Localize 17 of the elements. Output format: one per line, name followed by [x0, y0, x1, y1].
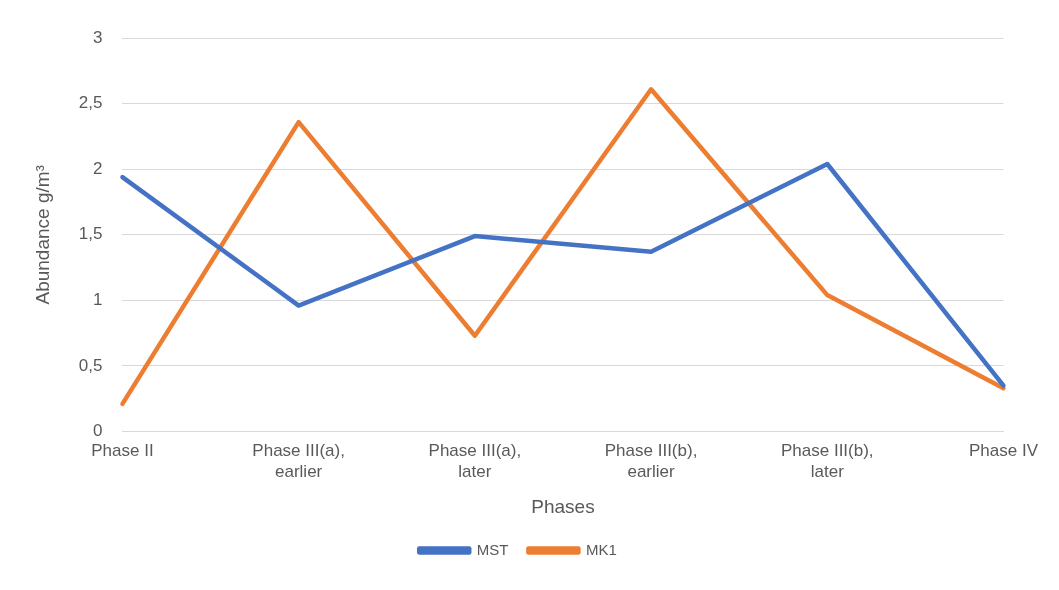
y-axis-title: Abundance g/m³	[31, 165, 53, 305]
y-tick-label: 1	[92, 290, 103, 310]
y-tick-label: 3	[92, 27, 103, 47]
y-tick-label: 2,5	[78, 93, 103, 113]
x-tick-label: Phase II	[91, 441, 154, 461]
y-tick-label: 1,5	[78, 224, 103, 244]
x-tick-label: Phase III(a), later	[428, 441, 522, 481]
x-tick-label: Phase III(b), earlier	[604, 441, 698, 481]
y-tick-label: 0,5	[78, 355, 103, 375]
x-axis-title: Phases	[531, 495, 595, 517]
legend-label: MST	[476, 540, 509, 558]
x-tick-label: Phase IV	[969, 441, 1039, 461]
x-tick-label: Phase III(b), later	[780, 441, 874, 481]
legend-label: MK1	[585, 540, 617, 558]
y-tick-label: 2	[92, 158, 103, 178]
x-tick-label: Phase III(a), earlier	[252, 441, 345, 481]
y-tick-label: 0	[92, 421, 103, 441]
